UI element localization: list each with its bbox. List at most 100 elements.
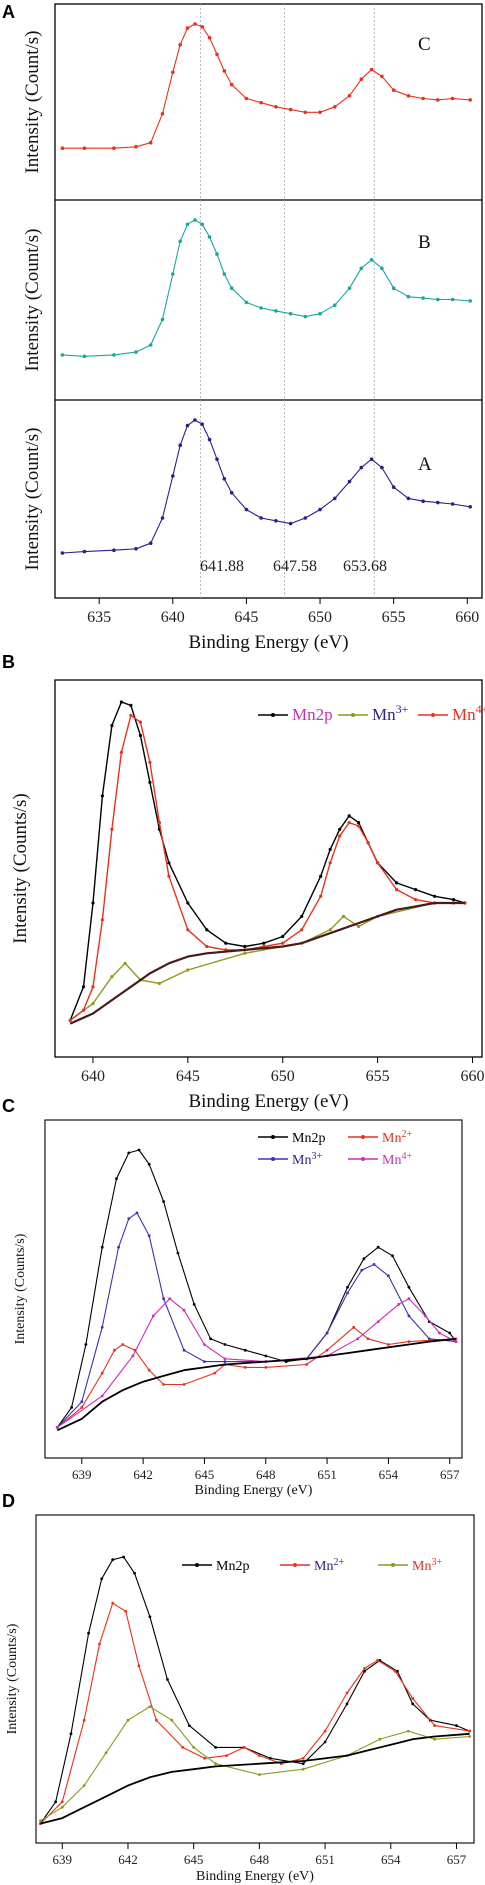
data-point — [81, 1008, 86, 1012]
data-point — [166, 1678, 169, 1681]
data-point — [82, 549, 87, 554]
x-axis-title: Binding Energy (eV) — [195, 1483, 313, 1498]
data-point — [433, 1724, 436, 1727]
data-point — [303, 516, 308, 520]
series-line-1 — [62, 219, 471, 357]
data-point — [468, 1735, 471, 1738]
data-point — [333, 303, 337, 308]
data-point — [300, 928, 304, 932]
data-point — [171, 70, 175, 75]
data-point — [318, 110, 322, 115]
data-point — [134, 145, 138, 149]
data-point — [242, 1746, 246, 1749]
data-point — [151, 1314, 155, 1318]
data-point — [357, 821, 361, 825]
data-point — [406, 294, 411, 299]
series-line-4 — [56, 1337, 456, 1432]
x-tick-label: 635 — [87, 609, 111, 626]
legend-superscript-1: 3+ — [396, 702, 409, 716]
legend-marker-2 — [431, 713, 435, 717]
x-tick-label: 660 — [455, 609, 479, 626]
data-point — [213, 1371, 217, 1375]
data-point — [376, 861, 380, 865]
y-axis-title: Intensity (Count/s) — [22, 228, 43, 371]
x-tick-label: 660 — [461, 1068, 485, 1085]
data-point — [380, 266, 384, 271]
data-point — [39, 1819, 42, 1823]
data-point — [338, 827, 342, 831]
data-point — [70, 1406, 73, 1409]
legend-superscript-1: 2+ — [333, 1557, 344, 1568]
data-point — [356, 1337, 360, 1341]
panel-d: Intensity (Counts/s) Mn2p Mn2+ Mn3+ 639 642 64… — [5, 1514, 475, 1884]
data-point — [112, 548, 116, 552]
data-point — [134, 547, 138, 551]
data-point — [60, 353, 65, 357]
legend-marker-0 — [271, 1135, 275, 1139]
x-tick-label: 650 — [308, 609, 332, 626]
data-point — [138, 733, 142, 738]
series-label-C: C — [418, 34, 431, 55]
data-point — [104, 1751, 108, 1755]
data-point — [168, 1297, 172, 1301]
legend-marker-2 — [391, 1563, 395, 1567]
data-point — [262, 941, 266, 945]
data-point — [325, 1331, 329, 1335]
data-point — [222, 69, 227, 73]
series-line-0 — [62, 23, 471, 149]
data-point — [369, 258, 374, 262]
x-axis-title: Binding Energy (eV) — [188, 632, 348, 653]
x-axis-title: Binding Energy (eV) — [188, 1091, 348, 1112]
data-point — [387, 1274, 390, 1278]
data-point — [274, 309, 278, 313]
data-point — [113, 1348, 116, 1352]
data-point — [182, 1383, 186, 1386]
data-point — [391, 88, 396, 92]
panel-letter-b: B — [2, 652, 15, 672]
data-point — [288, 311, 293, 316]
data-point — [333, 496, 337, 501]
data-point — [366, 841, 370, 845]
x-tick-label: 642 — [133, 1467, 153, 1482]
legend-marker-1 — [293, 1563, 297, 1567]
data-point — [229, 286, 234, 291]
data-point — [468, 98, 473, 102]
y-axis-title: Intensity (Counts/s) — [5, 1623, 20, 1734]
data-point — [81, 985, 86, 989]
data-point — [160, 516, 165, 520]
x-tick-label: 655 — [382, 609, 406, 626]
data-point — [222, 477, 227, 481]
data-point — [318, 311, 322, 316]
series-line-2 — [56, 1212, 456, 1428]
data-point — [205, 944, 209, 949]
data-point — [170, 1718, 174, 1722]
data-point — [124, 1610, 128, 1613]
data-point — [363, 1667, 366, 1670]
data-point — [448, 1331, 452, 1335]
data-point — [133, 1571, 137, 1575]
data-point — [319, 894, 323, 898]
data-point — [372, 1263, 376, 1266]
data-point — [229, 491, 234, 495]
data-point — [411, 1697, 415, 1700]
data-point — [259, 516, 263, 520]
data-point — [223, 1343, 227, 1346]
data-point — [100, 1371, 104, 1375]
data-point — [186, 968, 190, 972]
data-point — [176, 1251, 180, 1255]
data-point — [300, 914, 304, 919]
data-point — [376, 1659, 379, 1662]
data-point — [366, 1337, 370, 1341]
data-point — [126, 1718, 130, 1722]
data-point — [376, 1245, 380, 1249]
data-point — [185, 222, 190, 227]
data-point — [411, 1702, 415, 1706]
x-tick-label: 639 — [72, 1467, 92, 1482]
data-point — [60, 1805, 64, 1809]
data-point — [406, 94, 411, 98]
data-point — [454, 1340, 458, 1343]
data-point — [423, 1314, 427, 1318]
data-point — [433, 1737, 436, 1741]
data-point — [111, 1601, 115, 1605]
data-point — [214, 1762, 218, 1766]
